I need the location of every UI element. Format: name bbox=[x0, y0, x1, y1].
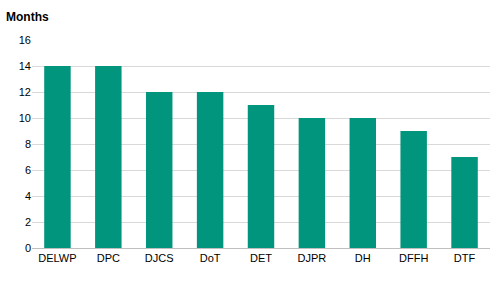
svg-text:4: 4 bbox=[25, 190, 31, 202]
svg-text:16: 16 bbox=[19, 34, 31, 46]
svg-text:DoT: DoT bbox=[200, 252, 221, 264]
svg-text:14: 14 bbox=[19, 60, 31, 72]
svg-text:8: 8 bbox=[25, 138, 31, 150]
svg-text:Months: Months bbox=[6, 10, 49, 24]
svg-text:DELWP: DELWP bbox=[38, 252, 76, 264]
svg-text:10: 10 bbox=[19, 112, 31, 124]
svg-text:DH: DH bbox=[355, 252, 371, 264]
svg-text:DET: DET bbox=[250, 252, 272, 264]
svg-text:6: 6 bbox=[25, 164, 31, 176]
svg-text:DFFH: DFFH bbox=[399, 252, 428, 264]
svg-text:DJCS: DJCS bbox=[145, 252, 174, 264]
svg-text:DTF: DTF bbox=[454, 252, 476, 264]
svg-text:0: 0 bbox=[25, 242, 31, 254]
svg-text:DPC: DPC bbox=[97, 252, 120, 264]
svg-text:DJPR: DJPR bbox=[298, 252, 327, 264]
svg-text:2: 2 bbox=[25, 216, 31, 228]
svg-text:12: 12 bbox=[19, 86, 31, 98]
